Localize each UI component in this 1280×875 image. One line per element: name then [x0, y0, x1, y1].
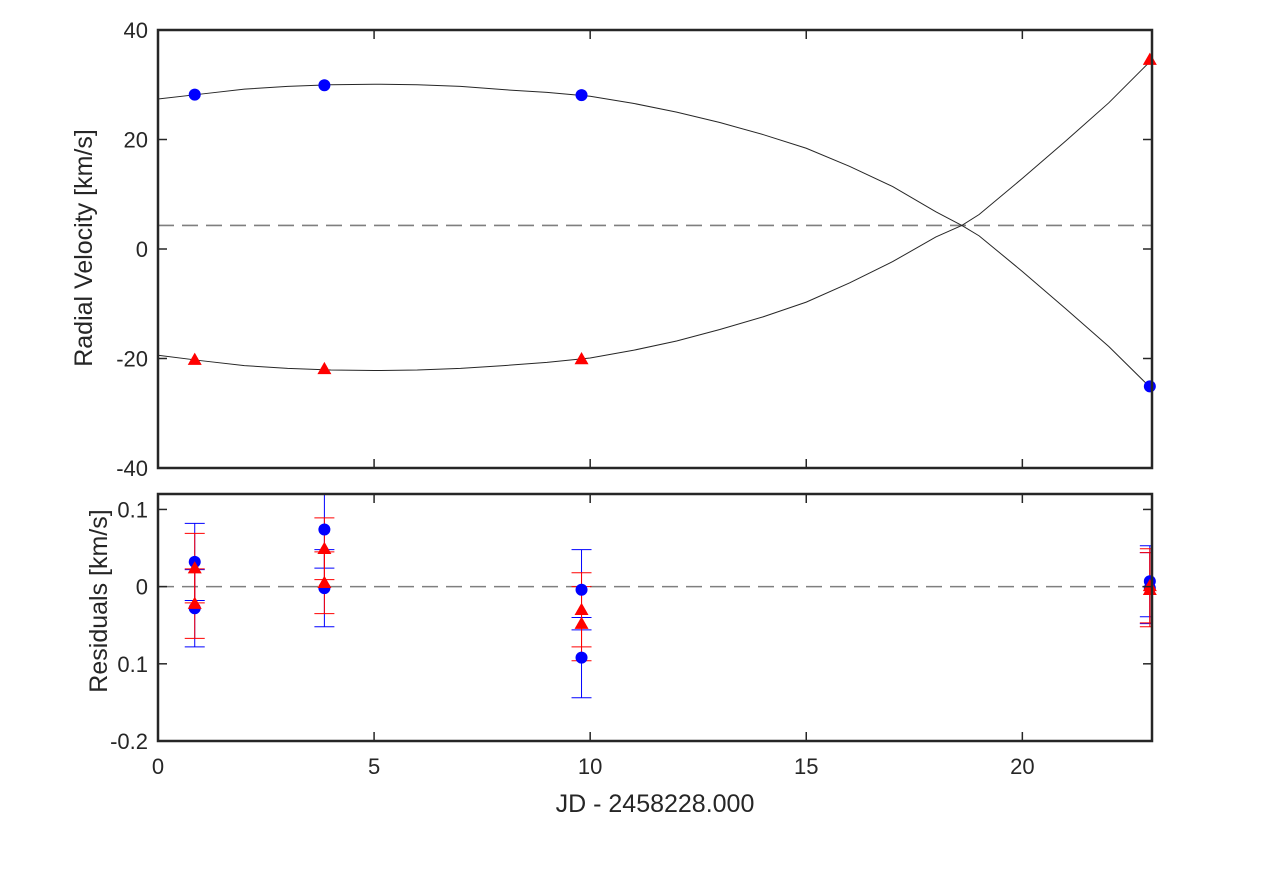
data-point-triangle — [1142, 52, 1157, 65]
data-point-circle — [575, 583, 588, 596]
y-tick-label: -0.2 — [110, 729, 148, 754]
y-tick-label: 0.1 — [117, 652, 148, 677]
radial-velocity-panel: 40 20 0 -20 -40 — [116, 18, 1157, 481]
x-tick-label: 20 — [1010, 754, 1034, 779]
x-axis-label: JD - 2458228.000 — [556, 790, 755, 818]
top-y-axis-label: Radial Velocity [km/s] — [70, 129, 98, 367]
data-point-triangle — [1142, 582, 1157, 595]
y-tick-label: 0 — [136, 575, 148, 600]
data-point-circle — [575, 89, 588, 102]
y-tick-label: -20 — [116, 347, 148, 372]
data-point-circle — [318, 523, 331, 536]
data-point-triangle — [187, 352, 202, 365]
data-point-triangle — [187, 596, 202, 609]
data-point-circle — [318, 79, 331, 92]
y-tick-label: -40 — [116, 456, 148, 481]
data-point-triangle — [574, 616, 589, 629]
data-point-triangle — [574, 602, 589, 616]
data-point-triangle — [574, 352, 589, 365]
x-tick-label: 0 — [152, 754, 164, 779]
data-point-circle — [575, 651, 588, 664]
x-tick-label: 15 — [794, 754, 818, 779]
model-curve-2 — [158, 59, 1152, 372]
data-point-triangle — [317, 361, 332, 375]
x-tick-label: 10 — [578, 754, 602, 779]
axes-box — [156, 492, 1154, 743]
y-tick-label: 40 — [124, 18, 148, 43]
plot-area — [158, 59, 1152, 390]
data-point-circle — [188, 88, 201, 101]
x-tick-label: 5 — [368, 754, 380, 779]
data-point-triangle — [187, 561, 202, 574]
data-point-triangle — [317, 575, 332, 589]
bottom-y-axis-label: Residuals [km/s] — [85, 509, 113, 692]
data-point-circle — [1143, 380, 1156, 393]
y-tick-label: 20 — [124, 128, 148, 153]
model-curve-1 — [158, 83, 1152, 390]
y-tick-label: 0 — [136, 237, 148, 262]
y-tick-label: 0.1 — [117, 497, 148, 522]
data-point-triangle — [317, 541, 332, 555]
residuals-panel: 0 5 10 15 20 0.1 0 0.1 -0.2 — [110, 492, 1157, 779]
